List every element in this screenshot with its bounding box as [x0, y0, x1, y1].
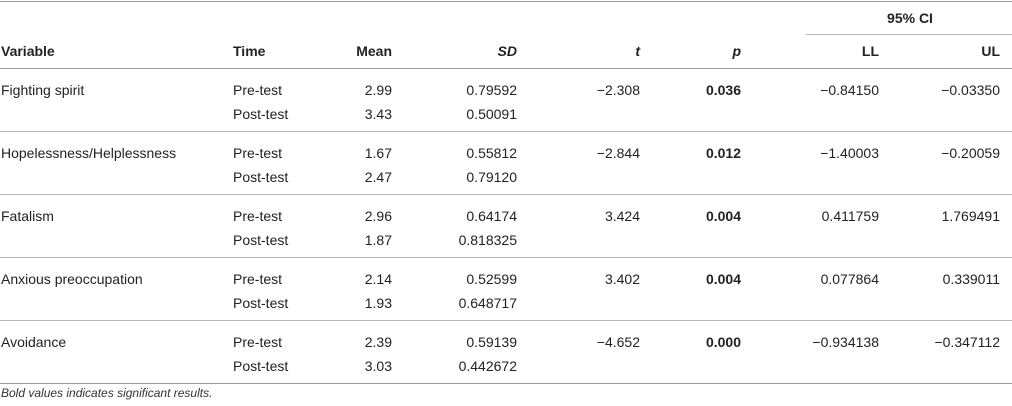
time-pre: Pre-test [233, 145, 283, 161]
variable-name: Avoidance [1, 334, 67, 350]
sd-pre: 0.52599 [466, 271, 517, 287]
sd-post: 0.79120 [466, 169, 517, 185]
ci-ul: −0.347112 [934, 334, 1000, 350]
mean-pre: 1.67 [364, 145, 392, 161]
time-post: Post-test [233, 358, 289, 374]
ci-group-label: 95% CI [887, 10, 933, 26]
time-pre: Pre-test [233, 82, 283, 98]
mean-pre: 2.96 [364, 208, 392, 224]
header-t: t [635, 43, 640, 59]
time-post: Post-test [233, 295, 289, 311]
header-ul: UL [981, 43, 1000, 59]
header-bottom-rule [0, 68, 1012, 69]
sd-pre: 0.64174 [466, 208, 517, 224]
time-pre: Pre-test [233, 271, 283, 287]
ci-ul: 1.769491 [941, 208, 1000, 224]
top-rule [0, 1, 1012, 2]
t-value: −2.308 [596, 82, 640, 98]
sd-pre: 0.55812 [466, 145, 517, 161]
p-value: 0.036 [705, 82, 741, 98]
header-variable: Variable [1, 43, 55, 59]
variable-name: Anxious preoccupation [1, 271, 143, 287]
ci-ll: −0.934138 [812, 334, 879, 350]
mean-pre: 2.39 [364, 334, 392, 350]
t-value: 3.402 [604, 271, 640, 287]
header-time: Time [233, 43, 266, 59]
p-value: 0.004 [705, 208, 741, 224]
t-value: −2.844 [596, 145, 640, 161]
time-post: Post-test [233, 232, 289, 248]
bottom-rule [0, 383, 1012, 384]
p-value: 0.004 [705, 271, 741, 287]
mean-post: 2.47 [364, 169, 392, 185]
row-divider [0, 131, 1012, 132]
sd-pre: 0.79592 [466, 82, 517, 98]
sd-post: 0.818325 [458, 232, 517, 248]
mean-post: 1.87 [364, 232, 392, 248]
ci-ll: −1.40003 [820, 145, 879, 161]
sd-pre: 0.59139 [466, 334, 517, 350]
ci-ul: −0.03350 [941, 82, 1000, 98]
row-divider [0, 320, 1012, 321]
header-p: p [732, 43, 741, 59]
mean-post: 1.93 [364, 295, 392, 311]
ci-ul: 0.339011 [942, 271, 1000, 287]
sd-post: 0.442672 [458, 358, 517, 374]
variable-name: Fighting spirit [1, 82, 85, 98]
ci-ll: 0.077864 [820, 271, 879, 287]
sd-post: 0.648717 [458, 295, 517, 311]
mean-pre: 2.14 [364, 271, 392, 287]
mean-post: 3.03 [364, 358, 392, 374]
time-pre: Pre-test [233, 334, 283, 350]
mean-post: 3.43 [364, 106, 392, 122]
sd-post: 0.50091 [466, 106, 517, 122]
mean-pre: 2.99 [364, 82, 392, 98]
ci-ll: −0.84150 [820, 82, 879, 98]
table-footnote: Bold values indicates significant result… [1, 386, 213, 400]
time-pre: Pre-test [233, 208, 283, 224]
ci-ll: 0.411759 [821, 208, 879, 224]
t-value: 3.424 [604, 208, 640, 224]
header-ll: LL [861, 43, 879, 59]
p-value: 0.012 [705, 145, 741, 161]
header-sd: SD [497, 43, 517, 59]
header-mean: Mean [356, 43, 392, 59]
variable-name: Hopelessness/Helplessness [1, 145, 177, 161]
ci-group-underline [806, 34, 1012, 35]
row-divider [0, 257, 1012, 258]
variable-name: Fatalism [1, 208, 54, 224]
time-post: Post-test [233, 169, 289, 185]
row-divider [0, 194, 1012, 195]
p-value: 0.000 [705, 334, 741, 350]
time-post: Post-test [233, 106, 289, 122]
t-value: −4.652 [596, 334, 640, 350]
ci-ul: −0.20059 [941, 145, 1000, 161]
